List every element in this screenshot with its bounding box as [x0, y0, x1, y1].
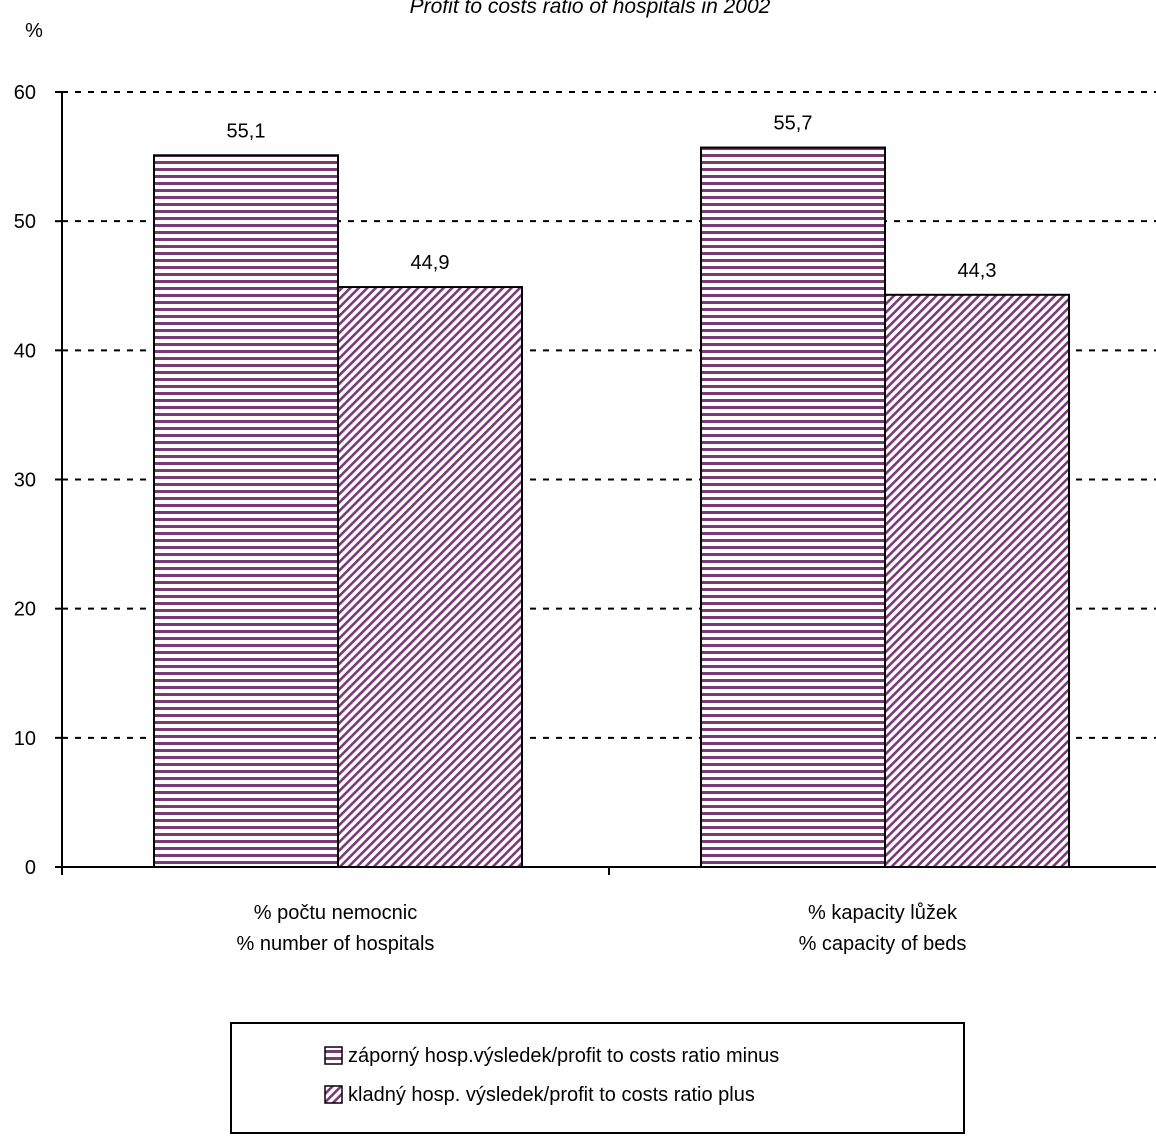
legend-entry: záporný hosp.výsledek/profit to costs ra… [348, 1045, 779, 1067]
legend-entry: kladný hosp. výsledek/profit to costs ra… [348, 1084, 755, 1106]
y-tick-label: 0 [25, 857, 36, 879]
x-tick-label: % capacity of beds [799, 933, 967, 955]
data-label: 55,1 [227, 120, 266, 142]
bar-minus-1 [700, 146, 886, 868]
chart-title: Profit to costs ratio of hospitals in 20… [410, 0, 771, 18]
y-tick-label: 30 [14, 470, 36, 492]
data-label: 44,3 [958, 260, 997, 282]
bar-plus-1 [884, 293, 1070, 868]
y-tick-label: 40 [14, 340, 36, 362]
y-tick-label: 20 [14, 599, 36, 621]
legend-swatch [324, 1085, 343, 1104]
legend-swatch [324, 1046, 343, 1065]
y-axis-ticks: 0 10 20 30 40 50 60 [14, 82, 62, 879]
data-label: 44,9 [411, 252, 450, 274]
y-tick-label: 50 [14, 211, 36, 233]
y-axis-label: % [25, 20, 43, 42]
legend: záporný hosp.výsledek/profit to costs ra… [230, 1022, 965, 1134]
x-tick-label: % number of hospitals [237, 933, 435, 955]
axes [61, 92, 1156, 875]
x-tick-label: % počtu nemocnic [254, 902, 417, 924]
y-tick-label: 10 [14, 728, 36, 750]
x-tick-label: % kapacity lůžek [808, 902, 958, 924]
bars [153, 146, 1070, 868]
bar-minus-0 [153, 154, 339, 868]
y-tick-label: 60 [14, 82, 36, 104]
x-axis-labels: % počtu nemocnic % number of hospitals % k… [237, 902, 967, 955]
legend-box [230, 1022, 965, 1134]
bar-plus-0 [337, 286, 523, 868]
data-labels: 55,1 55,7 44,9 44,3 [227, 113, 997, 282]
data-label: 55,7 [774, 113, 813, 135]
